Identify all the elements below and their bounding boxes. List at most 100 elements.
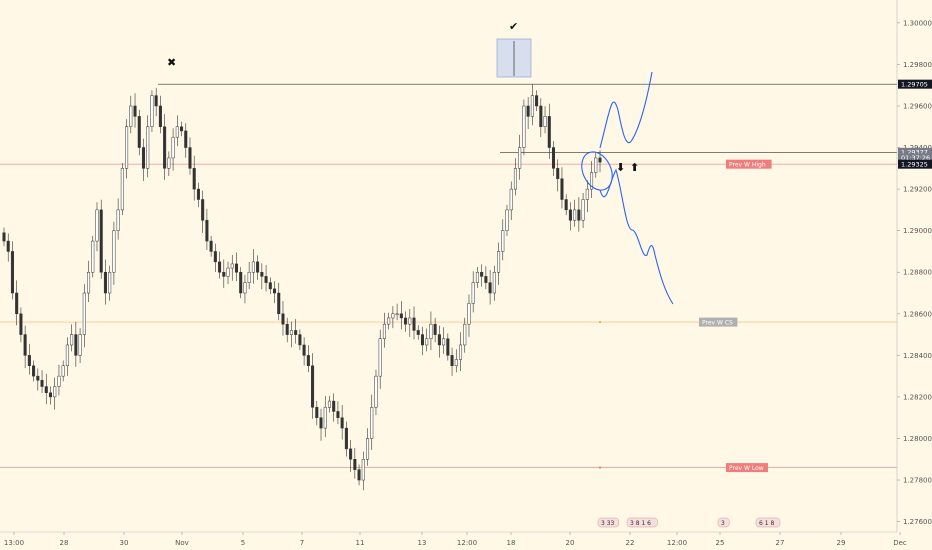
candle-body[interactable]: [437, 334, 441, 346]
candle-body[interactable]: [57, 375, 61, 387]
candles[interactable]: [2, 84, 602, 491]
candle-body[interactable]: [222, 271, 226, 277]
candle-body[interactable]: [454, 359, 458, 366]
candle-body[interactable]: [311, 365, 315, 408]
candle-body[interactable]: [213, 251, 217, 263]
candle-body[interactable]: [332, 400, 336, 412]
candle-body[interactable]: [412, 317, 416, 331]
candle-body[interactable]: [125, 126, 129, 169]
candle-body[interactable]: [19, 313, 23, 335]
candle-body[interactable]: [535, 95, 539, 107]
candle-body[interactable]: [526, 105, 530, 117]
candle-body[interactable]: [239, 271, 243, 294]
candle-body[interactable]: [425, 338, 429, 346]
candle-body[interactable]: [323, 407, 327, 429]
candle-body[interactable]: [256, 261, 260, 273]
candle-body[interactable]: [387, 317, 391, 325]
candle-body[interactable]: [594, 157, 598, 173]
candle-body[interactable]: [467, 303, 471, 325]
candle-body[interactable]: [87, 271, 91, 294]
candle-body[interactable]: [577, 209, 581, 221]
candle-body[interactable]: [129, 105, 133, 128]
candle-body[interactable]: [209, 240, 213, 252]
candle-body[interactable]: [218, 261, 222, 273]
candle-body[interactable]: [201, 199, 205, 221]
candle-body[interactable]: [180, 126, 184, 132]
candle-body[interactable]: [505, 209, 509, 231]
price-axis[interactable]: 1.300001.298001.296001.294001.292001.290…: [896, 0, 932, 532]
candle-body[interactable]: [446, 338, 450, 356]
candle-body[interactable]: [78, 334, 82, 356]
candle-body[interactable]: [488, 282, 492, 294]
candle-body[interactable]: [99, 209, 103, 273]
candle-body[interactable]: [281, 313, 285, 325]
candle-body[interactable]: [598, 157, 602, 163]
economic-event-badge[interactable]: [717, 517, 730, 528]
candle-body[interactable]: [336, 411, 340, 418]
candle-body[interactable]: [399, 313, 403, 319]
candle-body[interactable]: [146, 126, 150, 169]
candle-body[interactable]: [480, 271, 484, 277]
candle-body[interactable]: [230, 263, 234, 269]
candle-body[interactable]: [70, 334, 74, 346]
candle-body[interactable]: [365, 438, 370, 460]
candle-body[interactable]: [184, 130, 188, 148]
candle-body[interactable]: [497, 251, 501, 273]
candle-body[interactable]: [573, 209, 577, 221]
candle-body[interactable]: [344, 427, 348, 450]
candle-body[interactable]: [420, 334, 424, 346]
candle-body[interactable]: [40, 380, 44, 387]
candle-body[interactable]: [551, 147, 556, 169]
candle-body[interactable]: [442, 338, 446, 346]
candle-body[interactable]: [120, 168, 124, 211]
candle-body[interactable]: [530, 95, 534, 117]
candle-body[interactable]: [556, 168, 560, 179]
candle-body[interactable]: [82, 292, 86, 335]
candle-body[interactable]: [23, 334, 27, 356]
candle-body[interactable]: [370, 407, 374, 439]
candle-body[interactable]: [53, 386, 57, 398]
candle-body[interactable]: [475, 271, 479, 283]
candle-body[interactable]: [171, 136, 175, 159]
candle-body[interactable]: [319, 417, 323, 429]
candle-body[interactable]: [327, 400, 331, 408]
candle-body[interactable]: [6, 240, 10, 252]
candle-body[interactable]: [91, 240, 95, 273]
bullish-projection-path[interactable]: [599, 71, 653, 149]
candle-body[interactable]: [298, 334, 302, 346]
candle-body[interactable]: [509, 188, 513, 211]
candle-body[interactable]: [27, 355, 31, 366]
candle-body[interactable]: [416, 330, 420, 335]
candle-body[interactable]: [294, 330, 298, 335]
candle-body[interactable]: [192, 168, 196, 190]
candle-body[interactable]: [471, 282, 475, 304]
candle-body[interactable]: [568, 209, 572, 221]
candle-body[interactable]: [175, 126, 179, 138]
candle-body[interactable]: [501, 230, 505, 252]
candle-body[interactable]: [44, 386, 48, 394]
candle-body[interactable]: [74, 334, 78, 356]
economic-event-badge[interactable]: [626, 517, 658, 528]
candle-body[interactable]: [285, 323, 289, 335]
candle-body[interactable]: [433, 323, 437, 335]
candle-body[interactable]: [302, 344, 306, 356]
candle-body[interactable]: [158, 105, 162, 128]
highlight-ellipse[interactable]: [576, 147, 618, 195]
candle-body[interactable]: [264, 276, 268, 283]
bearish-projection-path[interactable]: [599, 168, 674, 305]
candle-body[interactable]: [353, 459, 357, 470]
candle-body[interactable]: [116, 209, 120, 231]
economic-event-badge[interactable]: [755, 517, 781, 528]
candle-body[interactable]: [112, 230, 116, 273]
candle-body[interactable]: [141, 147, 146, 169]
candle-body[interactable]: [543, 116, 547, 128]
candle-body[interactable]: [564, 199, 568, 211]
candle-body[interactable]: [10, 251, 14, 294]
candle-body[interactable]: [65, 344, 69, 366]
candle-body[interactable]: [492, 271, 496, 294]
candle-body[interactable]: [340, 417, 344, 429]
candle-body[interactable]: [95, 209, 99, 242]
candle-body[interactable]: [349, 448, 353, 460]
candle-body[interactable]: [382, 323, 386, 339]
candle-body[interactable]: [243, 282, 247, 294]
